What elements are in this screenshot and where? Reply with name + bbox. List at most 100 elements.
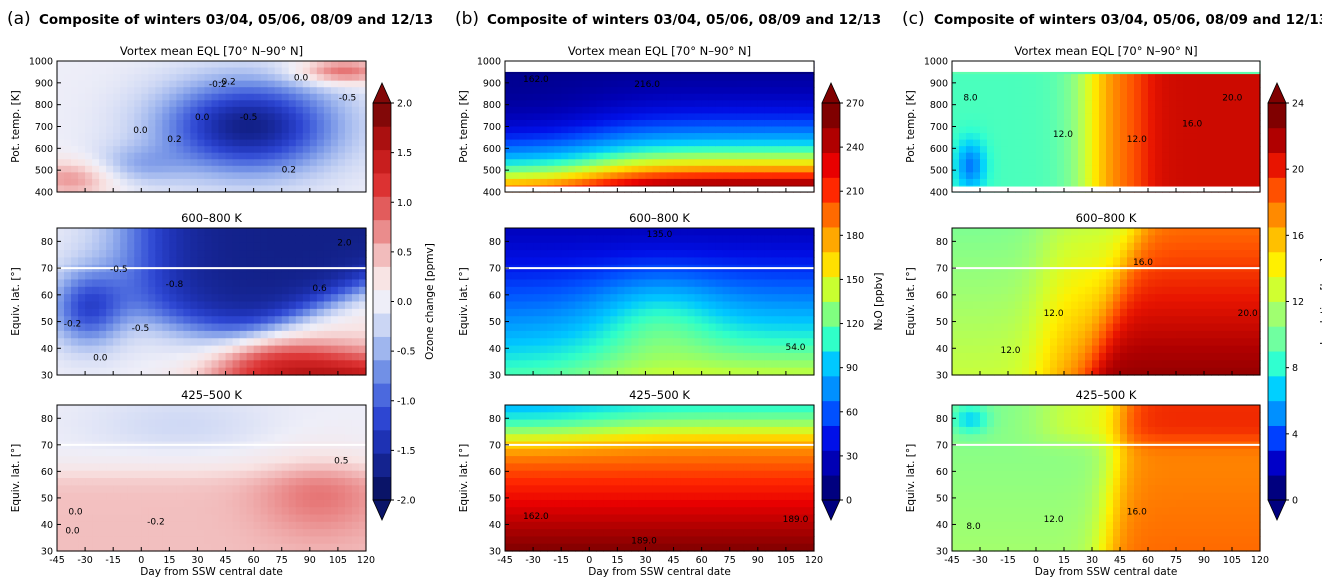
heatmap-cell bbox=[757, 133, 766, 141]
heatmap-cell bbox=[764, 235, 773, 244]
heatmap-cell bbox=[57, 87, 65, 95]
heatmap-cell bbox=[176, 106, 185, 114]
heatmap-cell bbox=[267, 250, 276, 258]
heatmap-cell bbox=[57, 152, 65, 160]
heatmap-cell bbox=[253, 294, 262, 303]
heatmap-cell bbox=[540, 74, 548, 82]
heatmap-cell bbox=[540, 507, 548, 516]
heatmap-cell bbox=[218, 448, 227, 457]
heatmap-cell bbox=[204, 316, 213, 325]
heatmap-cell bbox=[589, 448, 597, 457]
heatmap-cell bbox=[225, 352, 234, 361]
heatmap-cell bbox=[64, 492, 72, 501]
heatmap-cell bbox=[617, 152, 625, 160]
heatmap-cell bbox=[736, 87, 745, 95]
heatmap-cell bbox=[246, 133, 255, 141]
heatmap-cell bbox=[127, 159, 135, 167]
heatmap-cell bbox=[99, 485, 107, 494]
heatmap-cell bbox=[582, 463, 590, 472]
heatmap-cell bbox=[113, 478, 121, 486]
heatmap-cell bbox=[701, 172, 710, 180]
heatmap-cell bbox=[148, 536, 156, 545]
heatmap-cell bbox=[617, 93, 625, 101]
heatmap-cell bbox=[764, 119, 773, 128]
heatmap-cell bbox=[337, 279, 346, 288]
heatmap-cell bbox=[106, 257, 114, 266]
heatmap-cell bbox=[246, 543, 255, 552]
subplot-title: Vortex mean EQL [70° N–90° N] bbox=[120, 44, 303, 58]
heatmap-cell bbox=[260, 507, 269, 516]
colorbar-min-extension bbox=[372, 499, 392, 521]
heatmap-cell bbox=[134, 286, 142, 295]
heatmap-cell bbox=[358, 470, 367, 479]
heatmap-cell bbox=[113, 330, 121, 339]
heatmap-cell bbox=[155, 286, 163, 295]
heatmap-cell bbox=[806, 323, 815, 332]
heatmap-cell bbox=[526, 100, 534, 108]
heatmap-cell bbox=[638, 126, 647, 134]
heatmap-cell bbox=[792, 106, 801, 114]
heatmap-cell bbox=[554, 412, 562, 421]
heatmap-cell bbox=[148, 316, 156, 325]
heatmap-cell bbox=[274, 529, 283, 537]
heatmap-cell bbox=[281, 485, 290, 494]
heatmap-cell bbox=[253, 330, 262, 339]
heatmap-cell bbox=[218, 543, 227, 552]
heatmap-cell bbox=[323, 126, 332, 134]
heatmap-cell bbox=[281, 257, 290, 266]
heatmap-cell bbox=[162, 250, 170, 258]
heatmap-cell bbox=[57, 470, 65, 479]
heatmap-cell bbox=[85, 529, 93, 537]
heatmap-cell bbox=[197, 360, 206, 369]
y-axis-label: Equiv. lat. [°] bbox=[10, 444, 22, 513]
heatmap-cell bbox=[526, 139, 534, 147]
heatmap-cell bbox=[316, 485, 325, 494]
heatmap-cell bbox=[71, 257, 79, 266]
heatmap-cell bbox=[211, 185, 220, 193]
heatmap-cell bbox=[743, 106, 752, 114]
heatmap-cell bbox=[267, 543, 276, 552]
heatmap-cell bbox=[323, 352, 332, 361]
x-tick-label: 105 bbox=[329, 555, 347, 566]
heatmap-cell bbox=[134, 100, 142, 108]
heatmap-cell bbox=[771, 242, 780, 251]
heatmap-cell bbox=[281, 235, 290, 244]
heatmap-cell bbox=[778, 93, 787, 101]
heatmap-cell bbox=[246, 529, 255, 537]
heatmap-cell bbox=[176, 412, 185, 421]
heatmap-cell bbox=[505, 470, 513, 479]
heatmap-cell bbox=[638, 113, 647, 121]
heatmap-cell bbox=[554, 172, 562, 180]
heatmap-cell bbox=[204, 514, 213, 523]
heatmap-cell bbox=[533, 470, 541, 479]
heatmap-cell bbox=[582, 330, 590, 339]
heatmap-cell bbox=[288, 485, 297, 494]
heatmap-cell bbox=[582, 507, 590, 516]
x-tick-label: 90 bbox=[304, 555, 316, 566]
heatmap-cell bbox=[176, 113, 185, 121]
heatmap-cell bbox=[218, 499, 227, 508]
heatmap-cell bbox=[127, 352, 135, 361]
heatmap-cell bbox=[750, 146, 759, 154]
heatmap-cell bbox=[554, 165, 562, 173]
heatmap-cell bbox=[106, 279, 114, 288]
heatmap-cell bbox=[113, 100, 121, 108]
heatmap-cell bbox=[323, 185, 332, 193]
heatmap-cell bbox=[701, 159, 710, 167]
heatmap-cell bbox=[64, 250, 72, 258]
heatmap-cell bbox=[211, 426, 220, 435]
heatmap-cell bbox=[568, 434, 576, 443]
heatmap-cell bbox=[659, 279, 668, 288]
heatmap-cell bbox=[505, 80, 513, 88]
heatmap-cell bbox=[281, 419, 290, 428]
heatmap-cell bbox=[260, 499, 269, 508]
heatmap-cell bbox=[92, 126, 100, 134]
heatmap-cell bbox=[680, 323, 689, 332]
heatmap-cell bbox=[92, 463, 100, 472]
heatmap-cell bbox=[526, 536, 534, 545]
heatmap-cell bbox=[715, 235, 724, 244]
heatmap-cell bbox=[505, 93, 513, 101]
heatmap-cell bbox=[106, 235, 114, 244]
heatmap-cell bbox=[253, 367, 262, 376]
heatmap-cell bbox=[561, 470, 569, 479]
